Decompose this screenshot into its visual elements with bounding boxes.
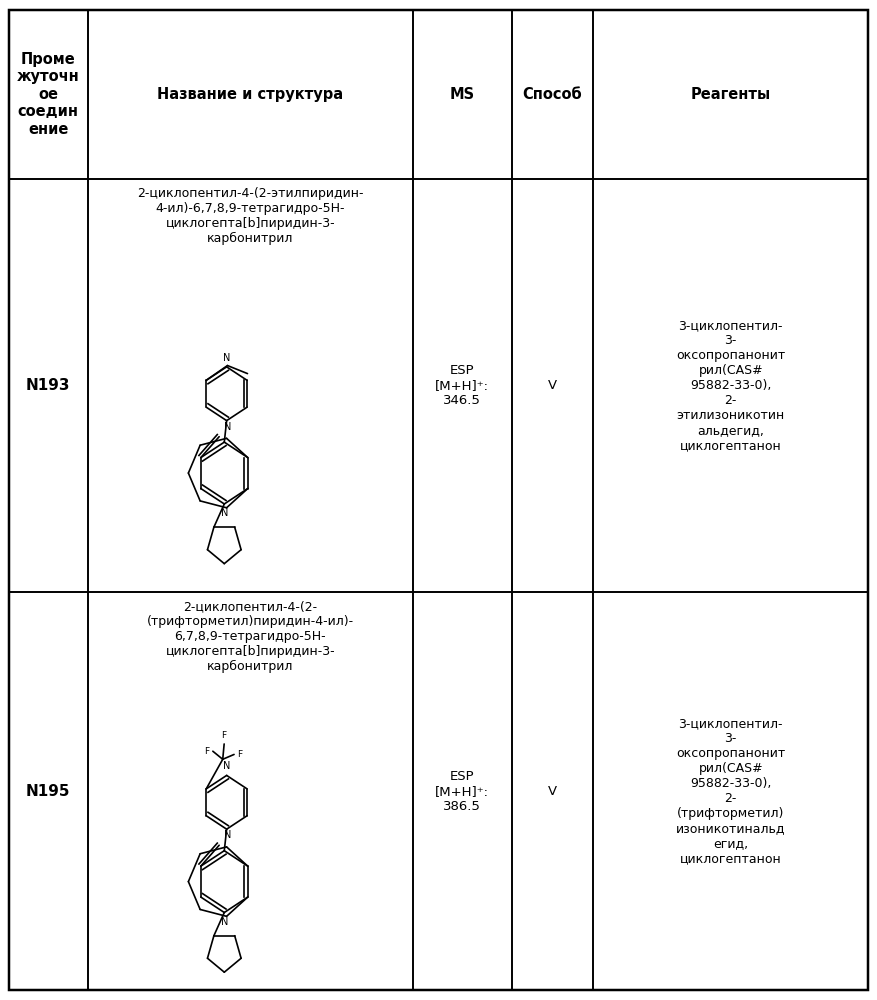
Text: N: N [225, 830, 232, 840]
Text: F: F [238, 750, 243, 759]
Bar [88, 179, 413, 592]
Text: V: V [548, 785, 557, 798]
Text: 3-циклопентил-
3-
оксопропанонит
рил(CAS#
95882-33-0),
2-
этилизоникотин
альдеги: 3-циклопентил- 3- оксопропанонит рил(CAS… [676, 319, 785, 452]
Text: Название и структура: Название и структура [157, 87, 343, 102]
Bar [88, 10, 413, 179]
Bar [88, 592, 413, 990]
Bar [511, 592, 593, 990]
Text: Проме
жуточн
ое
соедин
ение: Проме жуточн ое соедин ение [17, 52, 80, 137]
Text: N: N [221, 508, 228, 518]
Text: 3-циклопентил-
3-
оксопропанонит
рил(CAS#
95882-33-0),
2-
(трифторметил)
изонико: 3-циклопентил- 3- оксопропанонит рил(CAS… [676, 717, 786, 865]
Text: N: N [225, 422, 232, 432]
Text: ESP
[M+H]⁺:
386.5: ESP [M+H]⁺: 386.5 [435, 770, 489, 813]
Bar [593, 179, 868, 592]
Bar [9, 10, 88, 179]
Text: N193: N193 [26, 378, 70, 393]
Text: N: N [223, 353, 231, 363]
Text: F: F [222, 731, 227, 740]
Bar [593, 10, 868, 179]
Bar [413, 10, 511, 179]
Text: 2-циклопентил-4-(2-
(трифторметил)пиридин-4-ил)-
6,7,8,9-тетрагидро-5Н-
циклогеп: 2-циклопентил-4-(2- (трифторметил)пириди… [146, 600, 353, 673]
Bar [413, 592, 511, 990]
Text: N: N [223, 761, 231, 771]
Text: V: V [548, 379, 557, 392]
Bar [9, 592, 88, 990]
Bar [9, 179, 88, 592]
Bar [511, 179, 593, 592]
Text: MS: MS [450, 87, 474, 102]
Text: Способ: Способ [523, 87, 582, 102]
Text: ESP
[M+H]⁺:
346.5: ESP [M+H]⁺: 346.5 [435, 364, 489, 407]
Bar [593, 592, 868, 990]
Text: N195: N195 [26, 784, 70, 799]
Text: Реагенты: Реагенты [691, 87, 771, 102]
Text: N: N [221, 917, 228, 927]
Text: 2-циклопентил-4-(2-этилпиридин-
4-ил)-6,7,8,9-тетрагидро-5Н-
циклогепта[b]пириди: 2-циклопентил-4-(2-этилпиридин- 4-ил)-6,… [137, 187, 364, 245]
Text: F: F [204, 747, 210, 756]
Bar [413, 179, 511, 592]
Bar [511, 10, 593, 179]
